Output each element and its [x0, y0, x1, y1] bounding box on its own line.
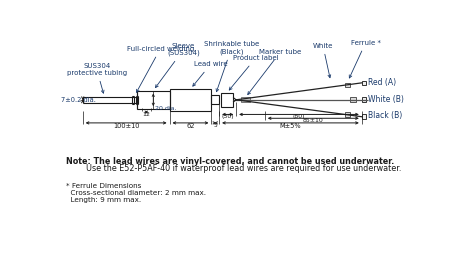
Text: * Ferrule Dimensions: * Ferrule Dimensions: [66, 183, 141, 189]
Text: Full-circled welding: Full-circled welding: [127, 46, 194, 92]
Text: 5: 5: [213, 123, 217, 128]
Text: Cross-sectional diameter: 2 mm max.: Cross-sectional diameter: 2 mm max.: [66, 190, 206, 196]
Bar: [362, 81, 367, 85]
Text: Marker tube: Marker tube: [248, 49, 301, 95]
Text: Length: 9 mm max.: Length: 9 mm max.: [66, 197, 141, 203]
Text: (30): (30): [221, 115, 234, 119]
Text: 12: 12: [142, 112, 150, 117]
Bar: [169, 89, 211, 111]
Bar: [362, 97, 367, 102]
Text: 62: 62: [186, 123, 195, 129]
Bar: [211, 95, 219, 104]
Text: White (B): White (B): [368, 95, 404, 104]
Text: Note: The lead wires are vinyl-covered, and cannot be used underwater.: Note: The lead wires are vinyl-covered, …: [66, 157, 394, 166]
Text: White: White: [313, 43, 333, 78]
Bar: [345, 112, 350, 117]
Text: Black (B): Black (B): [368, 111, 402, 120]
Text: Red (A): Red (A): [368, 78, 396, 87]
Bar: [350, 97, 356, 102]
Text: 85±10: 85±10: [303, 118, 324, 123]
Text: 100±10: 100±10: [113, 123, 139, 129]
Text: Use the E52-P5AF-40 if waterproof lead wires are required for use underwater.: Use the E52-P5AF-40 if waterproof lead w…: [66, 164, 401, 173]
Text: Ferrule *: Ferrule *: [349, 40, 381, 78]
Bar: [345, 83, 350, 88]
Text: Lead wire: Lead wire: [193, 61, 228, 86]
Text: SUS304
protective tubing: SUS304 protective tubing: [67, 63, 127, 93]
Text: Sleeve
(SUS304): Sleeve (SUS304): [156, 43, 200, 88]
Text: Shrinkable tube
(Black): Shrinkable tube (Black): [204, 41, 259, 92]
Text: 7±0.2 dia.: 7±0.2 dia.: [61, 97, 96, 103]
Bar: [241, 97, 250, 102]
Text: 20 dia.: 20 dia.: [155, 106, 176, 111]
Bar: [362, 115, 367, 119]
Text: M±5%: M±5%: [279, 123, 301, 129]
Text: Product label: Product label: [229, 55, 278, 90]
Text: (80): (80): [293, 115, 305, 119]
Bar: [221, 93, 233, 107]
